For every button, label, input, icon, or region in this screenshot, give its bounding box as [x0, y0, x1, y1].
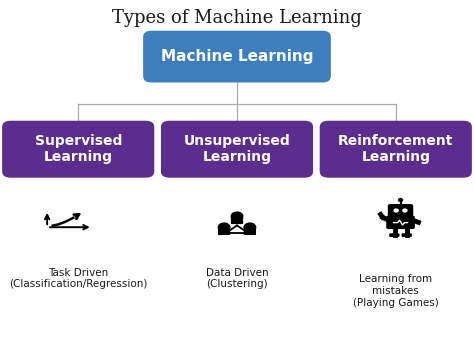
FancyBboxPatch shape [231, 216, 243, 224]
Text: Supervised
Learning: Supervised Learning [35, 134, 122, 164]
Text: Reinforcement
Learning: Reinforcement Learning [338, 134, 454, 164]
FancyBboxPatch shape [161, 121, 313, 178]
Text: Learning from
mistakes
(Playing Games): Learning from mistakes (Playing Games) [353, 274, 438, 308]
FancyBboxPatch shape [143, 31, 331, 83]
FancyBboxPatch shape [401, 233, 412, 237]
Circle shape [231, 212, 243, 221]
Circle shape [219, 223, 230, 232]
FancyBboxPatch shape [389, 233, 400, 237]
FancyBboxPatch shape [218, 227, 230, 235]
Text: Data Driven
(Clustering): Data Driven (Clustering) [206, 268, 268, 289]
Text: Machine Learning: Machine Learning [161, 49, 313, 64]
Text: Unsupervised
Learning: Unsupervised Learning [183, 134, 291, 164]
Circle shape [399, 199, 402, 201]
Circle shape [403, 209, 407, 212]
FancyBboxPatch shape [388, 204, 413, 217]
FancyBboxPatch shape [244, 227, 256, 235]
Text: Types of Machine Learning: Types of Machine Learning [112, 9, 362, 26]
FancyBboxPatch shape [319, 121, 472, 178]
Text: Task Driven
(Classification/Regression): Task Driven (Classification/Regression) [9, 268, 147, 289]
FancyBboxPatch shape [2, 121, 154, 178]
FancyBboxPatch shape [386, 216, 415, 229]
Circle shape [244, 223, 255, 232]
Circle shape [394, 209, 398, 212]
